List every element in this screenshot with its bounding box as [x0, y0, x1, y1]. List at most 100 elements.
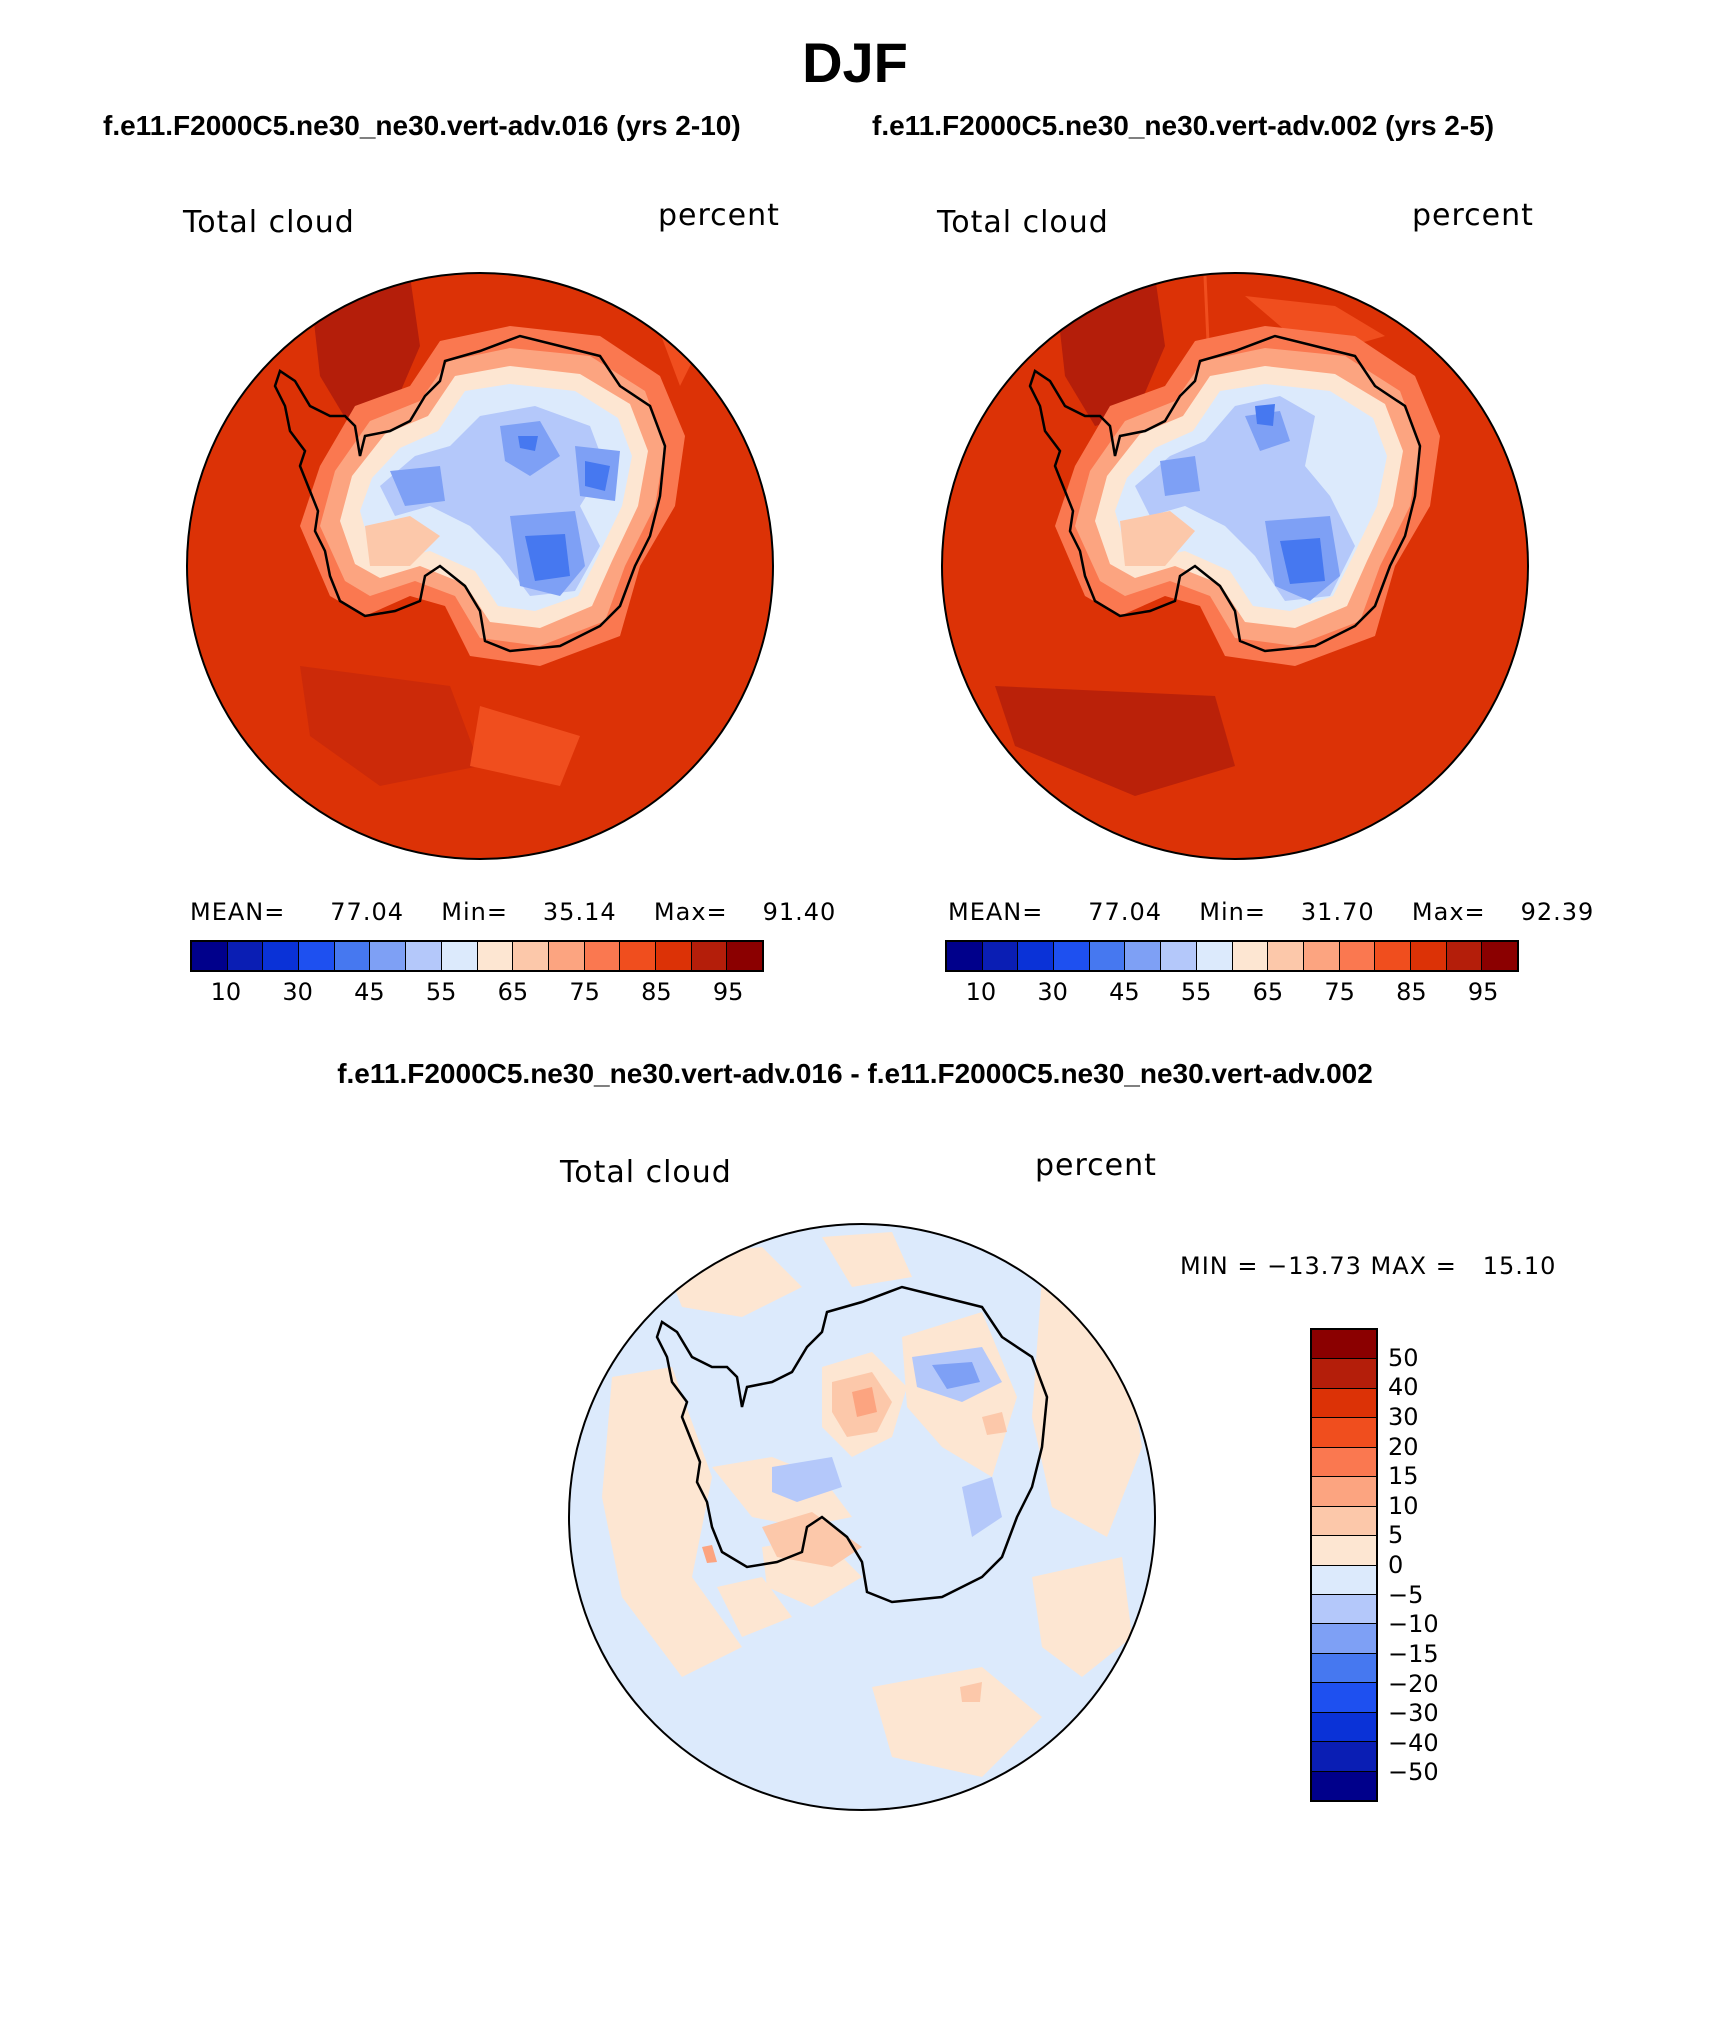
colorbar-swatch: [513, 942, 549, 970]
colorbar-tick-label: −30: [1388, 1699, 1439, 1728]
colorbar-tick-label: 5: [1388, 1521, 1404, 1550]
colorbar-tick-label: −40: [1388, 1728, 1439, 1757]
min-label: Min=: [441, 898, 508, 926]
colorbar-ticks-left: 10 30 45 55 65 75 85 95: [190, 978, 764, 1008]
colorbar-tick-label: 75: [1324, 978, 1355, 1006]
colorbar-swatch: [727, 942, 762, 970]
colorbar-tick-label: 95: [1467, 978, 1499, 1006]
colorbar-swatch: [1018, 942, 1055, 970]
mean-label: MEAN=: [948, 898, 1044, 926]
colorbar-tick-label: −20: [1388, 1669, 1439, 1698]
colorbar-swatch: [655, 942, 692, 970]
colorbar-swatch: [1232, 942, 1269, 970]
colorbar-tick-label: 55: [1180, 978, 1212, 1006]
page-title: DJF: [802, 31, 908, 94]
max-label: Max=: [653, 898, 728, 926]
colorbar-swatch: [1161, 942, 1197, 970]
max-value: 92.39: [1520, 898, 1595, 926]
colorbar-right: [945, 940, 1519, 972]
colorbar-tick-label: 85: [641, 978, 672, 1006]
colorbar-tick-label: 15: [1388, 1462, 1419, 1491]
colorbar-tick-label: −10: [1388, 1610, 1439, 1639]
units-label-right: percent: [1412, 198, 1534, 233]
colorbar-tick-label: 45: [1109, 978, 1140, 1006]
colorbar-swatch: [1482, 942, 1517, 970]
colorbar-swatch: [620, 942, 656, 970]
min-label: Min=: [1199, 898, 1266, 926]
colorbar-swatch: [441, 942, 478, 970]
colorbar-ticks-diff: 50 40 30 20 15 10 5 0 −5 −10 −15 −20 −30 −40 −50: [1388, 1328, 1508, 1802]
variable-label-diff: Total cloud: [560, 1155, 732, 1190]
colorbar-swatch: [334, 942, 371, 970]
colorbar-swatch: [947, 942, 983, 970]
colorbar-swatch: [691, 942, 728, 970]
colorbar-swatch: [1312, 1359, 1376, 1389]
colorbar-swatch: [1410, 942, 1447, 970]
colorbar-swatch: [548, 942, 585, 970]
variable-label-right: Total cloud: [937, 205, 1109, 240]
colorbar-tick-label: 30: [282, 978, 313, 1006]
colorbar-swatch: [1312, 1624, 1376, 1654]
colorbar-swatch: [1089, 942, 1126, 970]
stats-right: MEAN= 77.04 Min= 31.70 Max= 92.39: [948, 898, 1594, 926]
colorbar-swatch: [584, 942, 621, 970]
colorbar-swatch: [1312, 1683, 1376, 1713]
colorbar-diff: [1310, 1328, 1378, 1802]
colorbar-swatch: [1125, 942, 1162, 970]
colorbar-tick-label: 50: [1388, 1343, 1419, 1372]
diff-title: f.e11.F2000C5.ne30_ne30.vert-adv.016 - f…: [337, 1058, 1373, 1089]
colorbar-tick-label: 95: [712, 978, 744, 1006]
colorbar-swatch: [1312, 1418, 1376, 1448]
colorbar-swatch: [1312, 1565, 1376, 1595]
colorbar-swatch: [1446, 942, 1483, 970]
colorbar-tick-label: −15: [1388, 1639, 1439, 1668]
colorbar-swatch: [1312, 1506, 1376, 1537]
case-title-right: f.e11.F2000C5.ne30_ne30.vert-adv.002 (yr…: [872, 110, 1495, 141]
colorbar-tick-label: 10: [210, 978, 242, 1006]
mean-value: 77.04: [330, 898, 404, 926]
colorbar-swatch: [1196, 942, 1233, 970]
colorbar-swatch: [192, 942, 228, 970]
variable-label-left: Total cloud: [183, 205, 355, 240]
colorbar-swatch: [370, 942, 407, 970]
case-title-left: f.e11.F2000C5.ne30_ne30.vert-adv.016 (yr…: [103, 110, 741, 141]
colorbar-swatch: [1312, 1653, 1376, 1684]
colorbar-swatch: [1312, 1330, 1376, 1360]
colorbar-swatch: [1312, 1742, 1376, 1772]
colorbar-tick-label: 10: [1388, 1491, 1419, 1520]
colorbar-tick-label: −50: [1388, 1758, 1439, 1787]
max-label: Max=: [1411, 898, 1486, 926]
max-value: 91.40: [762, 898, 837, 926]
colorbar-swatch: [1339, 942, 1376, 970]
colorbar-swatch: [406, 942, 442, 970]
colorbar-swatch: [1312, 1594, 1376, 1625]
colorbar-swatch: [1312, 1712, 1376, 1743]
colorbar-tick-label: 75: [569, 978, 600, 1006]
colorbar-tick-label: −5: [1388, 1580, 1424, 1609]
colorbar-ticks-right: 10 30 45 55 65 75 85 95: [945, 978, 1519, 1008]
min-value: 31.70: [1300, 898, 1375, 926]
colorbar-swatch: [1268, 942, 1304, 970]
colorbar-swatch: [1312, 1477, 1376, 1507]
colorbar-tick-label: 30: [1388, 1402, 1419, 1431]
colorbar-swatch: [1312, 1771, 1376, 1800]
colorbar-swatch: [1375, 942, 1411, 970]
polar-map-diff: [568, 1223, 1156, 1811]
min-value: 35.14: [542, 898, 617, 926]
colorbar-tick-label: 65: [1252, 978, 1284, 1006]
colorbar-tick-label: 85: [1396, 978, 1427, 1006]
colorbar-swatch: [1054, 942, 1090, 970]
colorbar-tick-label: 10: [965, 978, 997, 1006]
mean-value: 77.04: [1088, 898, 1162, 926]
units-label-diff: percent: [1035, 1148, 1157, 1183]
colorbar-swatch: [299, 942, 335, 970]
colorbar-tick-label: 30: [1037, 978, 1068, 1006]
colorbar-swatch: [227, 942, 264, 970]
mean-label: MEAN=: [190, 898, 286, 926]
colorbar-tick-label: 20: [1388, 1432, 1419, 1461]
colorbar-swatch: [477, 942, 514, 970]
colorbar-tick-label: 55: [425, 978, 457, 1006]
polar-map-left: [186, 272, 774, 860]
stats-left: MEAN= 77.04 Min= 35.14 Max= 91.40: [190, 898, 836, 926]
units-label-left: percent: [658, 198, 780, 233]
